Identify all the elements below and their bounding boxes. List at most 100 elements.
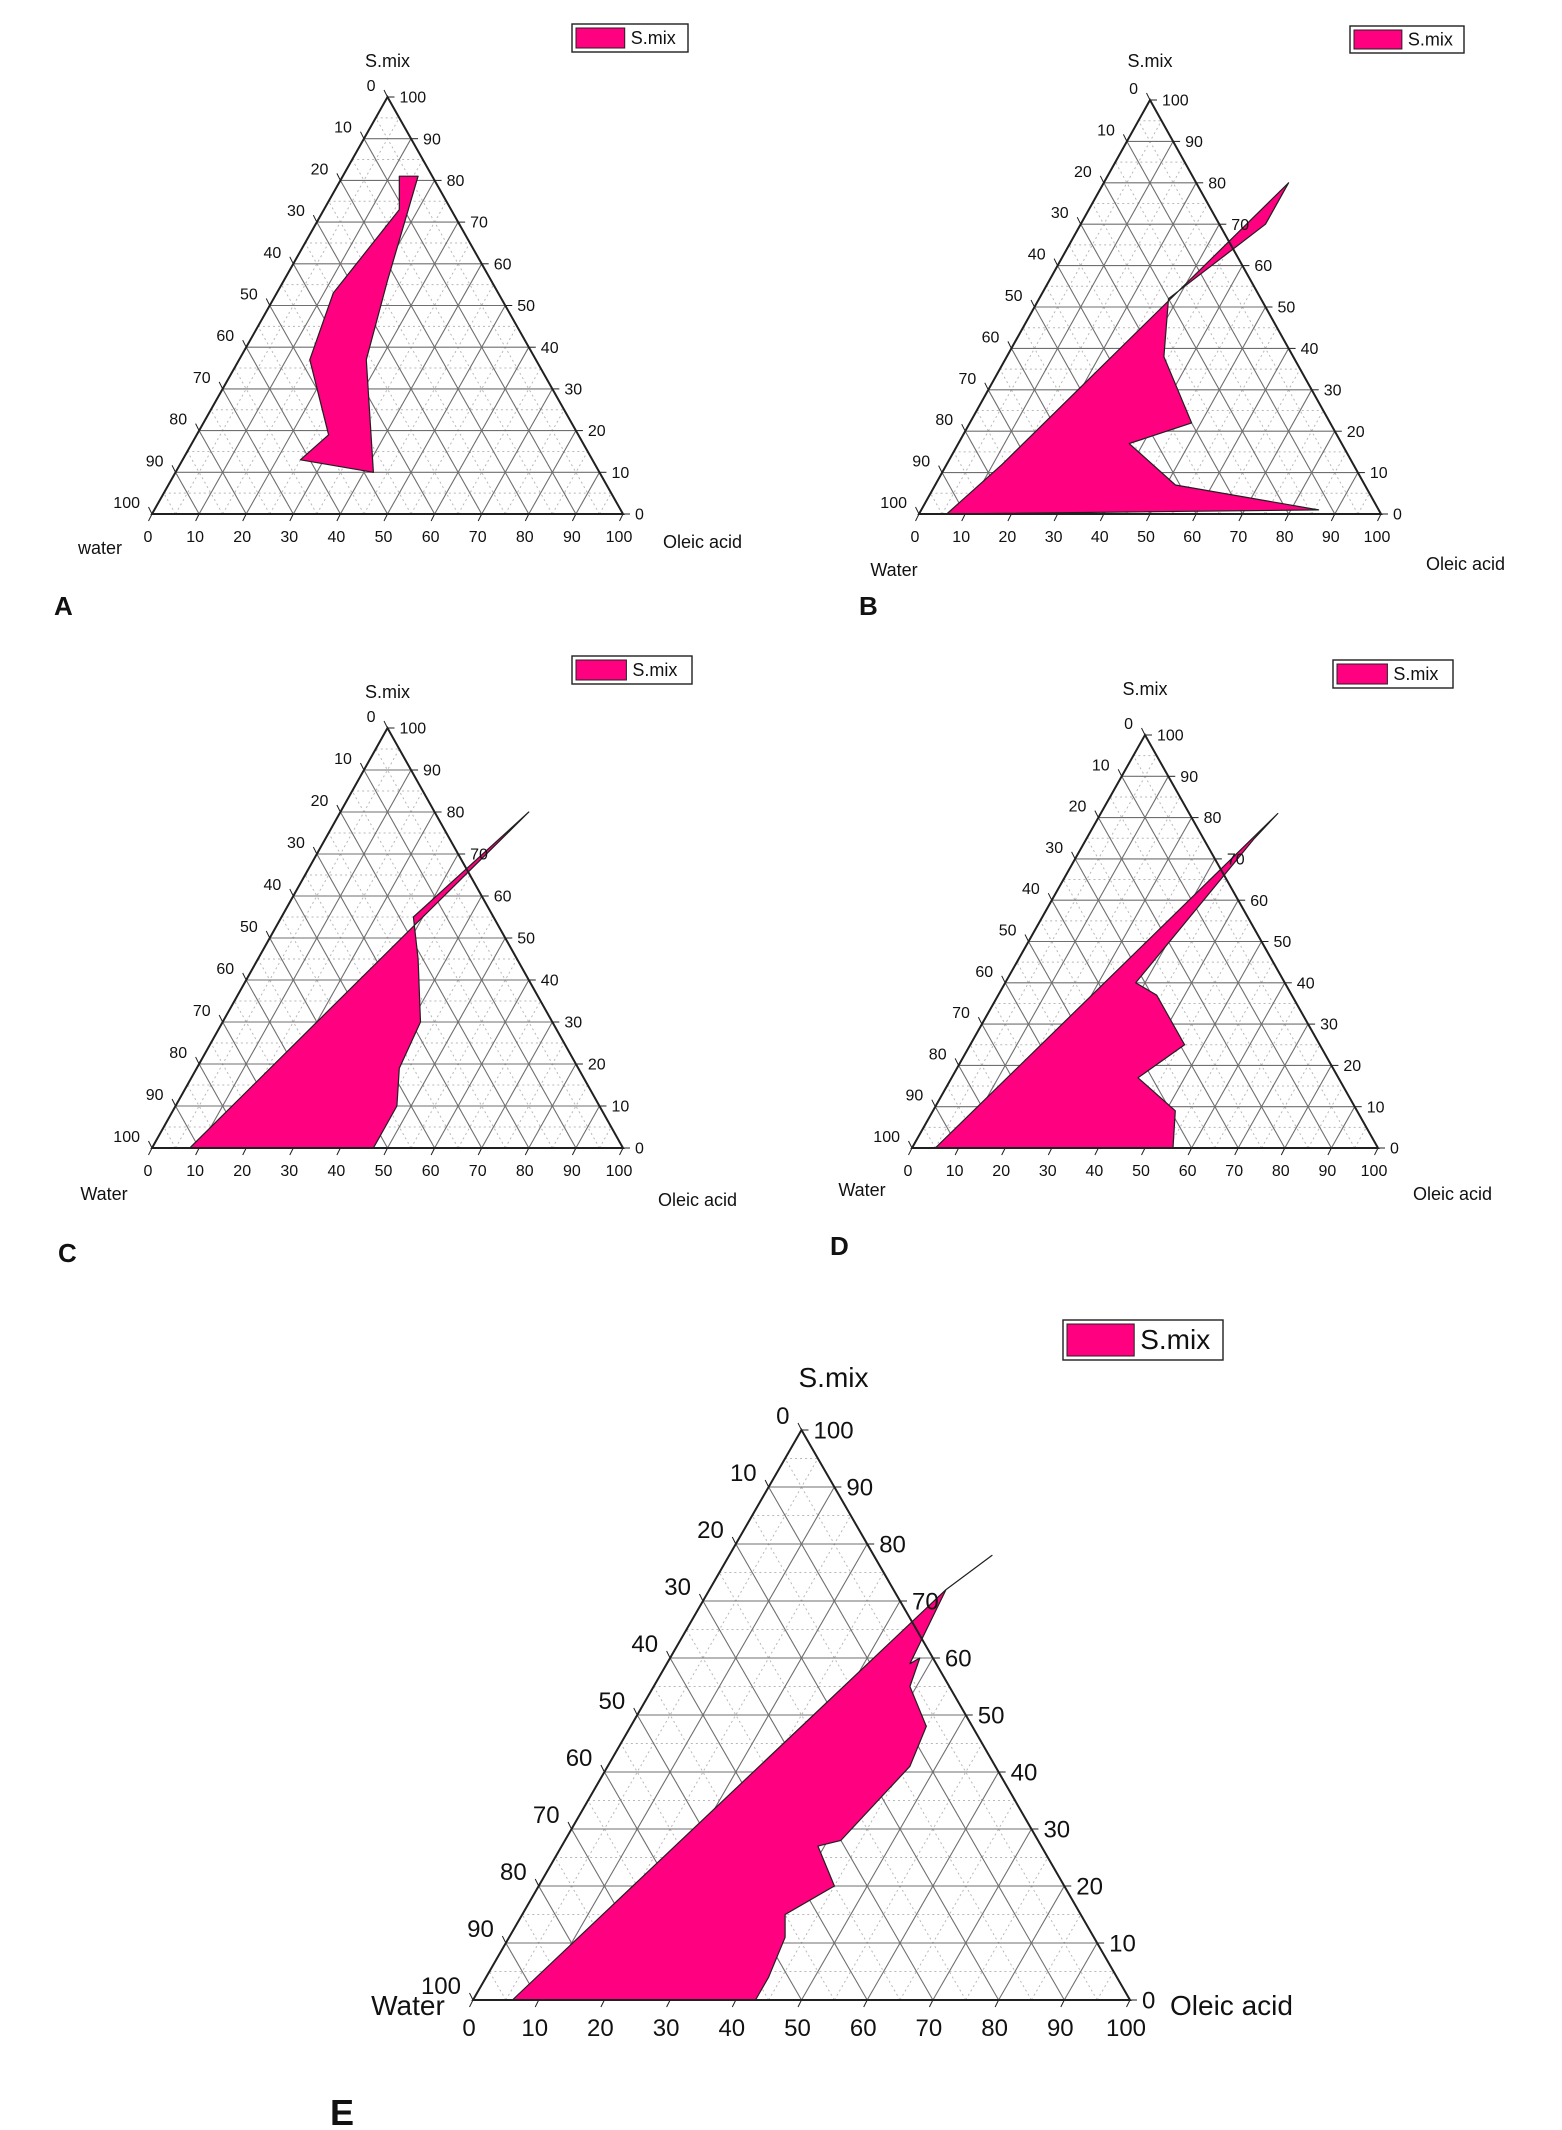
gridline-water [175, 472, 200, 515]
region-area [511, 1554, 993, 2001]
legend: S.mix [1349, 25, 1465, 54]
tick-label-bottom: 40 [718, 2015, 745, 2042]
tick-label-bottom: 80 [516, 1163, 534, 1180]
tick-label-right: 90 [1180, 769, 1198, 786]
tick [1001, 1147, 1006, 1156]
tick [336, 1147, 341, 1156]
tick [908, 1140, 913, 1149]
gridline-oleic [538, 1486, 835, 2001]
minor-gridline [505, 1458, 819, 2001]
legend-label: S.mix [632, 660, 677, 680]
tick-labels: 0 10 20 30 40 50 60 70 80 90 100100908070605040302… [880, 81, 1402, 546]
tick-labels: 0 10 20 30 40 50 60 70 80 90 100100908070605040302… [113, 78, 644, 546]
tick-label-bottom: 20 [999, 529, 1017, 546]
tick [1374, 1147, 1379, 1156]
tick-label-right: 20 [1076, 1873, 1103, 1900]
tick-label-right: 50 [978, 1702, 1005, 1729]
minor-gridline [1167, 961, 1274, 1149]
legend-label: S.mix [1140, 1324, 1210, 1355]
tick [1141, 727, 1146, 736]
tick [289, 1147, 294, 1156]
gridline-oleic [481, 388, 553, 515]
axis-title-top: S.mix [365, 51, 410, 71]
tick [928, 1999, 934, 2008]
tick [571, 1147, 577, 1156]
minor-gridline [186, 451, 224, 515]
minor-gridline [281, 916, 412, 1149]
tick-label-bottom: 10 [952, 529, 970, 546]
gridline-oleic [1195, 348, 1290, 515]
minor-gridline [930, 493, 943, 515]
tick [1071, 851, 1076, 860]
minor-gridline [222, 790, 424, 1149]
tick-label-bottom: 30 [1045, 529, 1063, 546]
minor-gridline [1307, 1085, 1344, 1149]
minor-gridline [1354, 1127, 1367, 1149]
tick-label-bottom: 90 [1047, 2015, 1074, 2042]
gridline-oleic [575, 472, 600, 515]
tick-label-bottom: 40 [1086, 1163, 1104, 1180]
tick-labels: 0 10 20 30 40 50 60 70 80 90 100100908070605040302… [421, 1403, 1155, 2042]
gridline-water [1126, 141, 1336, 515]
minor-gridline [599, 1126, 612, 1149]
gridline-oleic [528, 430, 577, 515]
tick-label-right: 100 [814, 1417, 854, 1444]
tick-label-bottom: 100 [1106, 2015, 1146, 2042]
tick [1234, 1147, 1239, 1156]
tick [360, 131, 365, 139]
tick [699, 1593, 704, 1602]
gridline-water [198, 430, 247, 515]
tick-label-right: 90 [423, 131, 441, 148]
tick-label-bottom: 0 [144, 1163, 153, 1180]
tick-label-left: 30 [1045, 840, 1063, 857]
tick-label-right: 50 [517, 298, 535, 315]
tick [148, 1147, 153, 1156]
axis-title-left: Water [80, 1184, 127, 1204]
minor-gridline [923, 1127, 936, 1149]
gridline-oleic [387, 305, 506, 515]
gridline-water [316, 221, 483, 515]
tick [1122, 134, 1128, 142]
minor-gridline [504, 1042, 565, 1149]
minor-gridline [1138, 120, 1359, 515]
tick-label-bottom: 50 [784, 2015, 811, 2042]
tick-label-left: 10 [1097, 122, 1115, 139]
tick [1280, 1147, 1286, 1156]
gridline-oleic [434, 346, 530, 515]
tick [731, 1536, 737, 1545]
tick-label-bottom: 40 [1091, 529, 1109, 546]
tick [1146, 513, 1151, 522]
minor-gridline [1034, 203, 1209, 515]
tick-marks [148, 720, 630, 1156]
tick-label-right: 40 [541, 340, 559, 357]
tick-label-left: 30 [664, 1574, 691, 1601]
legend-label: S.mix [1393, 664, 1438, 684]
tick [994, 1999, 1000, 2008]
gridline-oleic [198, 138, 412, 515]
tick [218, 381, 224, 390]
tick [1094, 810, 1099, 818]
minor-gridline [1096, 1971, 1115, 2001]
gridline-oleic [964, 141, 1174, 515]
gridline-oleic [1063, 1942, 1098, 2001]
tick [863, 1999, 868, 2008]
minor-gridline [363, 284, 494, 515]
gridline-oleic [1330, 1106, 1356, 1149]
minor-gridline [1172, 327, 1278, 515]
tick-label-left: 70 [193, 1003, 211, 1020]
tick-label-left: 80 [935, 412, 953, 429]
tick-label-left: 100 [873, 1129, 900, 1146]
tick-label-bottom: 10 [186, 1163, 204, 1180]
tick [171, 465, 176, 473]
minor-gridline [163, 492, 176, 515]
tick [1099, 513, 1105, 522]
tick-label-bottom: 50 [375, 529, 393, 546]
tick-label-right: 40 [1011, 1759, 1038, 1786]
legend-swatch [575, 27, 626, 49]
minor-gridline [941, 120, 1162, 515]
tick-label-left: 10 [334, 751, 352, 768]
minor-gridline [457, 367, 542, 515]
tick-label-right: 0 [1142, 1987, 1155, 2014]
tick-label-left: 80 [169, 1045, 187, 1062]
tick-label-bottom: 10 [946, 1163, 964, 1180]
